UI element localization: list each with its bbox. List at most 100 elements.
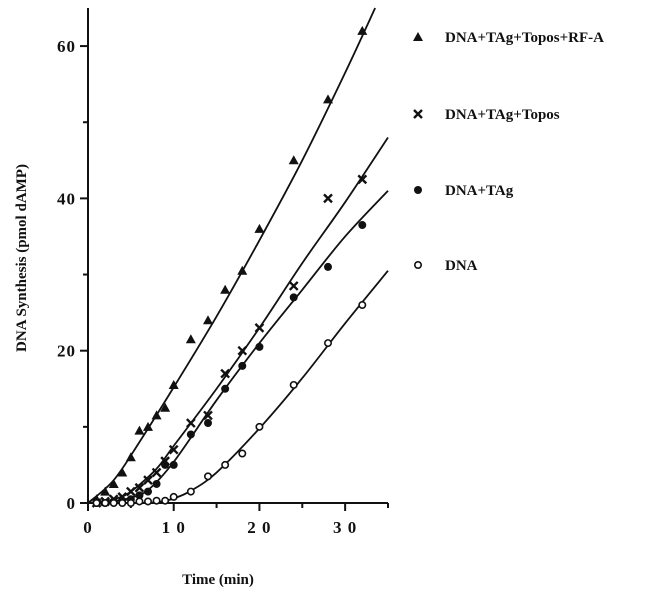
- cross-stroke: [151, 467, 162, 478]
- data-point-series-2: [186, 430, 195, 439]
- cross-stroke: [413, 109, 423, 119]
- cross-stroke: [168, 444, 179, 455]
- legend-label-3: DNA: [445, 258, 478, 274]
- data-point-series-3: [221, 460, 230, 469]
- data-point-series-0: [108, 478, 119, 488]
- legend-marker-1: [413, 109, 423, 119]
- axes: [80, 8, 389, 511]
- legend-label-1: DNA+TAg+Topos: [445, 107, 560, 123]
- data-point-series-0: [100, 486, 111, 496]
- data-point-series-1: [357, 174, 368, 185]
- data-point-series-1: [134, 482, 145, 493]
- legend-marker-3: [413, 260, 422, 269]
- cross-stroke: [220, 368, 230, 379]
- data-point-series-0: [168, 379, 179, 389]
- data-point-series-2: [358, 221, 367, 230]
- data-point-series-3: [109, 498, 118, 507]
- data-point-series-3: [152, 496, 161, 505]
- y-tick-label: 40: [57, 189, 76, 208]
- data-point-series-0: [160, 402, 171, 412]
- data-point-series-2: [255, 342, 264, 351]
- y-tick-label: 20: [57, 342, 76, 361]
- x-tick-label: 0: [83, 518, 93, 537]
- data-point-series-3: [323, 339, 332, 348]
- data-point-series-0: [357, 25, 368, 35]
- data-point-series-3: [118, 498, 127, 507]
- cross-stroke: [357, 174, 368, 185]
- data-point-series-3: [204, 472, 213, 481]
- data-point-series-0: [125, 452, 136, 462]
- data-point-series-0: [117, 467, 128, 477]
- data-point-series-1: [126, 486, 136, 497]
- data-point-series-3: [238, 449, 247, 458]
- cross-stroke: [237, 345, 248, 356]
- data-point-series-3: [161, 496, 170, 505]
- data-points: [91, 25, 368, 508]
- data-point-series-3: [289, 380, 298, 389]
- data-point-series-3: [144, 497, 153, 506]
- data-point-series-2: [221, 384, 230, 393]
- data-point-series-2: [289, 293, 298, 302]
- data-point-series-1: [220, 368, 230, 379]
- data-point-series-3: [92, 498, 101, 507]
- x-tick-label: 1 0: [162, 518, 186, 537]
- fit-line-series-3: [87, 270, 389, 504]
- data-point-series-3: [101, 498, 110, 507]
- data-point-series-3: [126, 498, 135, 507]
- legend: DNA+TAg+Topos+RF-A DNA+TAg+Topos DNA+TAg DN…: [413, 30, 604, 274]
- data-point-series-0: [288, 155, 299, 165]
- cross-stroke: [126, 486, 136, 497]
- data-point-series-1: [323, 193, 333, 204]
- tick-labels: 0 1 0 2 0 3 0 0 20 40 60: [57, 37, 357, 537]
- data-point-series-0: [323, 94, 333, 104]
- data-point-series-0: [203, 315, 213, 325]
- cross-stroke: [323, 193, 333, 204]
- data-point-series-1: [168, 444, 179, 455]
- data-point-series-2: [152, 479, 161, 488]
- y-tick-label: 0: [67, 494, 77, 513]
- cross-stroke: [254, 322, 265, 333]
- data-point-series-1: [151, 467, 162, 478]
- data-point-series-1: [254, 322, 265, 333]
- legend-marker-2: [414, 186, 422, 194]
- data-point-series-2: [204, 419, 212, 428]
- legend-label-2: DNA+TAg: [445, 183, 514, 199]
- data-point-series-3: [186, 487, 195, 496]
- data-point-series-3: [169, 492, 178, 501]
- cross-stroke: [134, 482, 145, 493]
- data-point-series-1: [186, 418, 196, 428]
- cross-stroke: [203, 410, 213, 421]
- data-point-series-2: [135, 491, 144, 500]
- y-axis-title: DNA Synthesis (pmol dAMP): [14, 164, 30, 352]
- x-axis-title: Time (min): [182, 572, 254, 588]
- x-tick-label: 2 0: [247, 518, 271, 537]
- cross-stroke: [143, 475, 153, 486]
- data-point-series-1: [203, 410, 213, 421]
- data-point-series-2: [161, 460, 170, 469]
- data-point-series-2: [144, 487, 152, 496]
- fit-line-series-0: [87, 7, 376, 504]
- y-tick-label: 60: [57, 37, 76, 56]
- data-point-series-0: [185, 334, 196, 344]
- data-point-series-0: [254, 223, 265, 233]
- cross-stroke: [186, 418, 196, 428]
- data-point-series-2: [238, 361, 247, 370]
- cross-stroke: [288, 281, 299, 291]
- data-point-series-2: [169, 460, 178, 469]
- fit-lines: [87, 7, 389, 504]
- data-point-series-1: [237, 345, 248, 356]
- data-point-series-1: [143, 475, 153, 486]
- data-point-series-3: [358, 300, 367, 309]
- data-point-series-0: [143, 421, 153, 431]
- fit-line-series-1: [87, 136, 389, 504]
- legend-marker-0: [413, 32, 423, 41]
- data-point-series-1: [288, 281, 299, 291]
- data-point-series-0: [151, 410, 162, 420]
- data-point-series-2: [324, 262, 332, 271]
- legend-label-0: DNA+TAg+Topos+RF-A: [445, 30, 604, 46]
- x-tick-label: 3 0: [333, 518, 357, 537]
- data-point-series-0: [220, 284, 231, 294]
- data-point-series-3: [135, 497, 144, 506]
- data-point-series-0: [134, 425, 145, 435]
